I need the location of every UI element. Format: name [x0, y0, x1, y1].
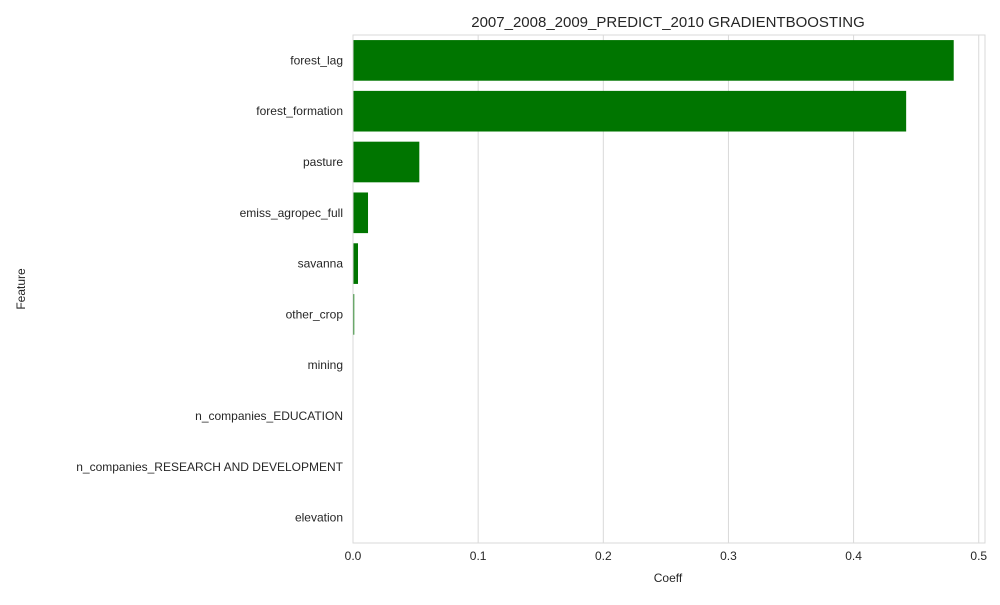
bar	[353, 294, 355, 335]
y-tick-label: other_crop	[286, 307, 344, 321]
x-tick-labels: 0.0 0.1 0.2 0.3 0.4 0.5	[345, 549, 988, 563]
y-tick-label: pasture	[303, 155, 343, 169]
y-tick-label: forest_formation	[256, 104, 343, 118]
y-tick-label: mining	[308, 358, 343, 372]
y-tick-label: forest_lag	[290, 53, 343, 67]
bar	[353, 192, 369, 234]
bars	[353, 40, 954, 335]
x-axis-label: Coeff	[654, 571, 683, 585]
y-tick-label: n_companies_RESEARCH AND DEVELOPMENT	[76, 460, 343, 474]
chart-title: 2007_2008_2009_PREDICT_2010 GRADIENTBOOS…	[471, 14, 865, 31]
bar	[353, 141, 420, 183]
x-tick-label: 0.2	[595, 549, 612, 563]
y-tick-label: n_companies_EDUCATION	[195, 409, 343, 423]
bar	[353, 90, 907, 132]
y-tick-label: emiss_agropec_full	[240, 206, 343, 220]
y-tick-label: elevation	[295, 511, 343, 525]
x-tick-label: 0.3	[720, 549, 737, 563]
y-axis-label: Feature	[14, 268, 28, 310]
x-tick-label: 0.1	[470, 549, 487, 563]
x-tick-label: 0.4	[845, 549, 862, 563]
plot-frame	[352, 34, 986, 544]
bar	[353, 40, 954, 81]
y-tick-label: savanna	[298, 257, 344, 271]
x-tick-label: 0.0	[345, 549, 362, 563]
x-tick-label: 0.5	[970, 549, 987, 563]
bar	[353, 243, 359, 284]
